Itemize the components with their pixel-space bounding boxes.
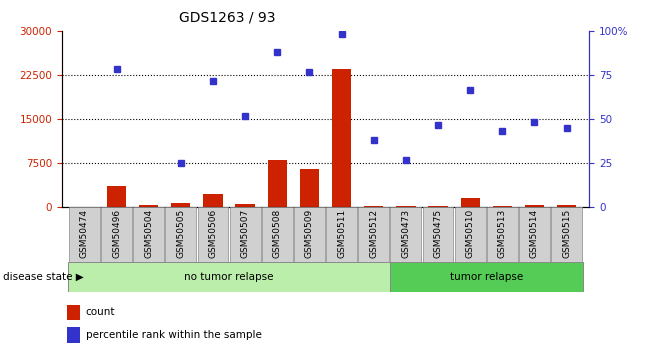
Bar: [390, 262, 583, 292]
Text: GSM50475: GSM50475: [434, 209, 443, 258]
Bar: [396, 206, 415, 207]
Text: GSM50507: GSM50507: [241, 209, 249, 258]
Text: GSM50496: GSM50496: [112, 209, 121, 258]
Text: GSM50512: GSM50512: [369, 209, 378, 258]
Bar: [139, 205, 158, 207]
Bar: [391, 207, 421, 262]
Text: GSM50508: GSM50508: [273, 209, 282, 258]
Bar: [268, 160, 287, 207]
Text: GDS1263 / 93: GDS1263 / 93: [179, 10, 275, 24]
Bar: [133, 207, 164, 262]
Bar: [358, 207, 389, 262]
Bar: [236, 204, 255, 207]
Text: GSM50473: GSM50473: [402, 209, 410, 258]
Text: disease state ▶: disease state ▶: [3, 272, 84, 282]
Bar: [101, 207, 132, 262]
Text: GSM50511: GSM50511: [337, 209, 346, 258]
Text: GSM50474: GSM50474: [80, 209, 89, 258]
Bar: [107, 186, 126, 207]
Bar: [69, 207, 100, 262]
Text: GSM50513: GSM50513: [498, 209, 507, 258]
Bar: [68, 262, 390, 292]
Bar: [299, 169, 319, 207]
Bar: [551, 207, 582, 262]
Bar: [326, 207, 357, 262]
Text: GSM50505: GSM50505: [176, 209, 186, 258]
Bar: [171, 203, 191, 207]
Bar: [332, 69, 352, 207]
Text: tumor relapse: tumor relapse: [450, 272, 523, 282]
Text: GSM50515: GSM50515: [562, 209, 571, 258]
Bar: [493, 206, 512, 207]
Bar: [460, 198, 480, 207]
Bar: [67, 327, 80, 343]
Text: no tumor relapse: no tumor relapse: [184, 272, 274, 282]
Bar: [557, 205, 576, 207]
Text: GSM50504: GSM50504: [144, 209, 153, 258]
Bar: [428, 206, 448, 207]
Bar: [455, 207, 486, 262]
Bar: [197, 207, 229, 262]
Bar: [230, 207, 260, 262]
Bar: [487, 207, 518, 262]
Text: GSM50510: GSM50510: [465, 209, 475, 258]
Bar: [203, 194, 223, 207]
Bar: [364, 206, 383, 207]
Bar: [519, 207, 550, 262]
Bar: [67, 305, 80, 320]
Text: GSM50506: GSM50506: [208, 209, 217, 258]
Text: count: count: [85, 307, 115, 317]
Bar: [422, 207, 454, 262]
Text: GSM50509: GSM50509: [305, 209, 314, 258]
Text: GSM50514: GSM50514: [530, 209, 539, 258]
Bar: [525, 205, 544, 207]
Bar: [294, 207, 325, 262]
Bar: [165, 207, 196, 262]
Text: percentile rank within the sample: percentile rank within the sample: [85, 330, 262, 340]
Bar: [262, 207, 293, 262]
